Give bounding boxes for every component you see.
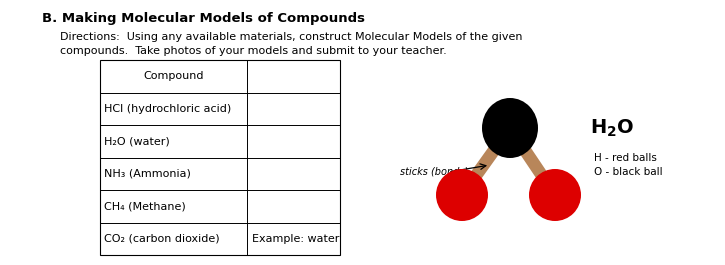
Text: B. Making Molecular Models of Compounds: B. Making Molecular Models of Compounds [42, 12, 365, 25]
Text: sticks (bonds): sticks (bonds) [400, 167, 468, 177]
Text: HCl (hydrochloric acid): HCl (hydrochloric acid) [104, 104, 231, 114]
Text: compounds.  Take photos of your models and submit to your teacher.: compounds. Take photos of your models an… [60, 46, 447, 56]
Bar [100, 60, 340, 255]
Text: NH₃ (Ammonia): NH₃ (Ammonia) [104, 169, 191, 179]
Ellipse shape [482, 98, 538, 158]
Text: H₂O (water): H₂O (water) [104, 136, 170, 146]
Text: Example: water: Example: water [252, 234, 339, 244]
Text: Compound: Compound [144, 71, 204, 81]
Ellipse shape [529, 169, 581, 221]
Text: CH₄ (Methane): CH₄ (Methane) [104, 201, 186, 211]
Ellipse shape [436, 169, 488, 221]
Text: O - black ball: O - black ball [594, 167, 663, 177]
Text: Directions:  Using any available materials, construct Molecular Models of the gi: Directions: Using any available material… [60, 32, 523, 42]
Text: $\mathbf{H_2O}$: $\mathbf{H_2O}$ [590, 118, 634, 139]
Text: H - red balls: H - red balls [594, 153, 657, 163]
Text: CO₂ (carbon dioxide): CO₂ (carbon dioxide) [104, 234, 220, 244]
